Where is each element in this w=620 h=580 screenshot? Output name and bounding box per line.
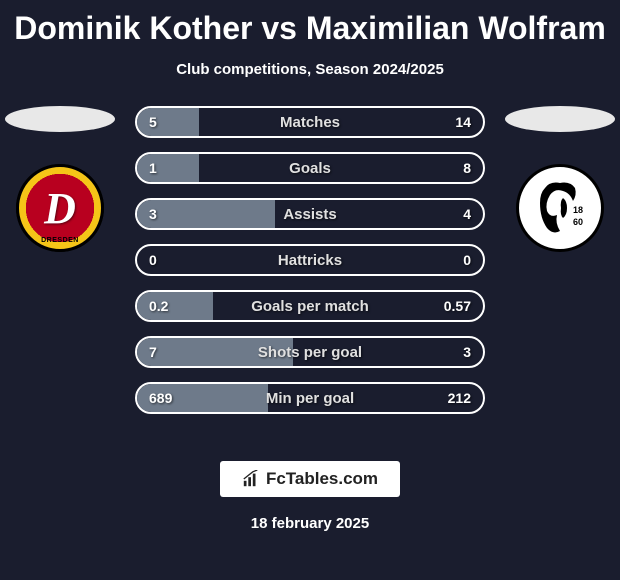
1860-badge: 18 60	[516, 164, 604, 252]
stat-label: Goals	[137, 160, 483, 177]
stat-row: 73Shots per goal	[135, 336, 485, 368]
1860-lion-icon: 18 60	[525, 173, 595, 243]
date-text: 18 february 2025	[0, 515, 620, 532]
stat-row: 689212Min per goal	[135, 382, 485, 414]
fctables-brand[interactable]: FcTables.com	[220, 461, 400, 497]
player-photo-placeholder-left	[5, 106, 115, 132]
svg-text:60: 60	[573, 217, 583, 227]
dresden-badge: D DRESDEN	[16, 164, 104, 252]
stat-row: 34Assists	[135, 198, 485, 230]
stat-label: Min per goal	[137, 390, 483, 407]
stat-label: Goals per match	[137, 298, 483, 315]
comparison-content: D DRESDEN 18 60 514Matches18Goals34Assis…	[0, 106, 620, 436]
stat-row: 18Goals	[135, 152, 485, 184]
stat-label: Matches	[137, 114, 483, 131]
stats-container: 514Matches 18Goals 34Assists 00Hattricks 0.2…	[135, 106, 485, 428]
stat-row: 514Matches	[135, 106, 485, 138]
chart-icon	[242, 470, 260, 488]
left-team-column: D DRESDEN	[0, 106, 120, 252]
stat-label: Assists	[137, 206, 483, 223]
dresden-text: DRESDEN	[41, 237, 79, 244]
stat-row: 00Hattricks	[135, 244, 485, 276]
right-team-column: 18 60	[500, 106, 620, 252]
stat-label: Hattricks	[137, 252, 483, 269]
footer: FcTables.com 18 february 2025	[0, 461, 620, 532]
brand-text: FcTables.com	[266, 469, 378, 489]
page-title: Dominik Kother vs Maximilian Wolfram	[0, 0, 620, 47]
svg-text:18: 18	[573, 205, 583, 215]
dresden-d-icon: D	[44, 183, 76, 234]
stat-row: 0.20.57Goals per match	[135, 290, 485, 322]
player-photo-placeholder-right	[505, 106, 615, 132]
stat-label: Shots per goal	[137, 344, 483, 361]
subtitle: Club competitions, Season 2024/2025	[0, 61, 620, 78]
